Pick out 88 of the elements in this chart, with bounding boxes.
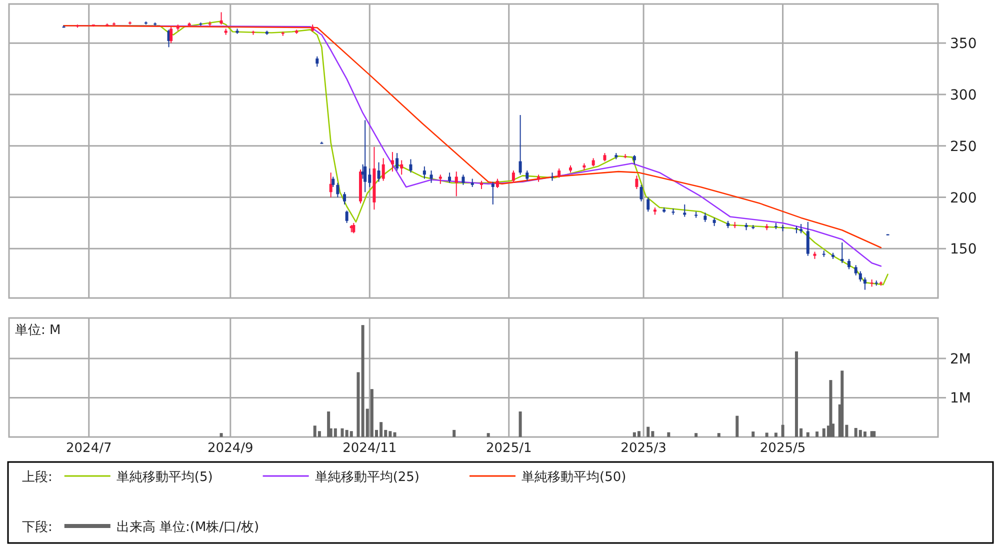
candlestick (840, 242, 844, 264)
bar (356, 372, 360, 437)
bar (327, 411, 330, 437)
candlestick (854, 264, 858, 276)
x-tick-label: 2024/11 (342, 441, 397, 456)
candlestick (382, 158, 385, 182)
bar (774, 432, 778, 437)
bar (765, 432, 768, 437)
candlestick (646, 196, 650, 212)
bar (816, 432, 819, 437)
candlestick (518, 114, 522, 176)
candlestick (640, 184, 643, 202)
bar (646, 426, 650, 437)
candlestick (409, 158, 412, 174)
legend-title: 上段: (22, 470, 52, 485)
legend-label: 単純移動平均(25) (314, 470, 420, 485)
bar (736, 416, 739, 437)
y-tick-label: 1M (950, 390, 971, 407)
x-tick-label: 2024/7 (66, 441, 112, 456)
bar (806, 432, 810, 437)
bar (393, 432, 396, 437)
bar (486, 433, 490, 437)
bar (452, 430, 456, 437)
candlestick (220, 12, 223, 26)
candlestick (390, 152, 394, 172)
annotation: 単位: M (15, 323, 61, 338)
candlestick (491, 181, 494, 205)
legend-label: 単純移動平均(5) (116, 470, 213, 485)
candlestick (863, 276, 866, 290)
legend-label: 単純移動平均(50) (522, 470, 626, 485)
bar (637, 431, 640, 437)
x-tick-label: 2025/3 (620, 441, 666, 456)
candlestick (806, 221, 810, 256)
candlestick (558, 168, 561, 178)
candlestick (430, 170, 433, 184)
bar (752, 432, 755, 437)
y-tick-label: 150 (950, 242, 977, 258)
bar (781, 424, 784, 437)
candlestick (438, 174, 442, 184)
candlestick (858, 270, 862, 282)
bar (350, 431, 353, 437)
candlestick (704, 212, 707, 222)
bar (822, 428, 826, 437)
y-tick-label: 200 (950, 190, 977, 206)
candlestick (336, 182, 340, 198)
candlestick (526, 170, 529, 182)
bar (717, 433, 720, 437)
candlestick (316, 56, 319, 68)
y-tick-label: 250 (950, 138, 977, 155)
candlestick (377, 162, 380, 182)
candlestick (512, 170, 515, 184)
candlestick (847, 258, 850, 270)
bar (220, 433, 223, 437)
candlestick (345, 210, 348, 224)
candlestick (550, 172, 554, 182)
y-tick-label: 2M (950, 351, 971, 368)
candlestick (329, 172, 332, 198)
candlestick (462, 174, 465, 186)
x-tick-label: 2025/5 (760, 441, 806, 456)
y-tick-label: 300 (950, 87, 977, 104)
candlestick (422, 166, 426, 180)
legend-title: 下段: (22, 520, 52, 535)
candlestick (343, 192, 346, 205)
bar (334, 428, 337, 437)
x-tick-label: 2025/1 (486, 441, 532, 456)
candlestick (352, 222, 356, 234)
candlestick (364, 120, 367, 193)
candlestick (396, 152, 399, 172)
bar (829, 380, 832, 437)
candlestick (635, 175, 638, 190)
candlestick (448, 172, 452, 184)
candlestick (632, 154, 636, 165)
candlestick (683, 204, 686, 218)
bar (667, 432, 670, 437)
candlestick (170, 26, 173, 44)
legend-label: 出来高 単位:(M株/口/枚) (116, 519, 260, 535)
candlestick (800, 223, 803, 234)
candlestick (400, 160, 404, 176)
bar (694, 433, 698, 437)
y-tick-label: 350 (950, 36, 977, 52)
bar (863, 432, 866, 437)
candlestick (454, 171, 458, 197)
bar (518, 411, 522, 437)
x-tick-label: 2024/9 (208, 441, 254, 456)
candlestick (332, 176, 335, 188)
bar (840, 370, 844, 437)
bar (872, 431, 876, 437)
candlestick (496, 178, 499, 189)
